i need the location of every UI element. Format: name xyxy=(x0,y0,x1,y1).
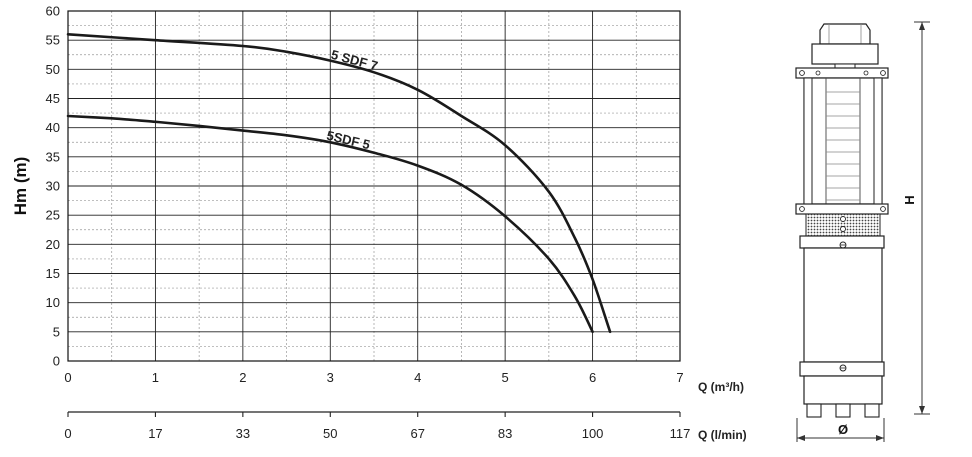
y-axis-label: Hm (m) xyxy=(11,157,30,216)
y-tick-label: 20 xyxy=(46,237,60,252)
y-tick-label: 10 xyxy=(46,295,60,310)
x-tick-label: 4 xyxy=(414,370,421,385)
x-tick-labels: 0 1 2 3 4 5 6 7 xyxy=(64,370,683,385)
pump-drawing: H Ø xyxy=(795,21,930,442)
x-tick-label: 7 xyxy=(676,370,683,385)
secondary-x-axis xyxy=(67,411,681,417)
series-lines xyxy=(66,33,612,334)
x2-tick-label: 50 xyxy=(323,426,337,441)
series-line-1 xyxy=(66,33,612,334)
x-tick-label: 5 xyxy=(502,370,509,385)
y-tick-label: 55 xyxy=(46,33,60,48)
x-tick-label: 1 xyxy=(152,370,159,385)
x-tick-label: 0 xyxy=(64,370,71,385)
y-tick-label: 30 xyxy=(46,179,60,194)
x2-tick-label: 83 xyxy=(498,426,512,441)
series-line-2 xyxy=(66,114,594,334)
y-tick-label: 0 xyxy=(53,354,60,369)
y-tick-label: 35 xyxy=(46,149,60,164)
x2-tick-label: 0 xyxy=(64,426,71,441)
x2-tick-label: 67 xyxy=(410,426,424,441)
y-tick-label: 5 xyxy=(53,324,60,339)
x2-tick-labels: 0 17 33 50 67 83 100 117 xyxy=(64,426,690,441)
series-label-2: 5SDF 5 xyxy=(325,128,371,153)
x-axis-label: Q (m³/h) xyxy=(698,380,744,394)
x2-tick-label: 100 xyxy=(582,426,604,441)
diameter-dimension-label: Ø xyxy=(838,422,848,437)
plot-frame xyxy=(67,10,681,362)
y-tick-label: 50 xyxy=(46,62,60,77)
y-tick-label: 15 xyxy=(46,266,60,281)
x2-tick-label: 117 xyxy=(670,426,691,441)
height-dimension-label: H xyxy=(902,195,917,204)
y-tick-label: 40 xyxy=(46,120,60,135)
y-tick-labels: 0 5 10 15 20 25 30 35 40 45 50 55 60 xyxy=(46,4,60,369)
x-tick-label: 3 xyxy=(327,370,334,385)
x2-tick-label: 17 xyxy=(148,426,162,441)
y-tick-label: 25 xyxy=(46,208,60,223)
x-tick-label: 6 xyxy=(589,370,596,385)
y-tick-label: 60 xyxy=(46,4,60,19)
x2-tick-label: 33 xyxy=(236,426,250,441)
y-tick-label: 45 xyxy=(46,91,60,106)
grid-minor xyxy=(68,11,680,361)
x2-axis-label: Q (l/min) xyxy=(698,428,747,442)
x-tick-label: 2 xyxy=(239,370,246,385)
